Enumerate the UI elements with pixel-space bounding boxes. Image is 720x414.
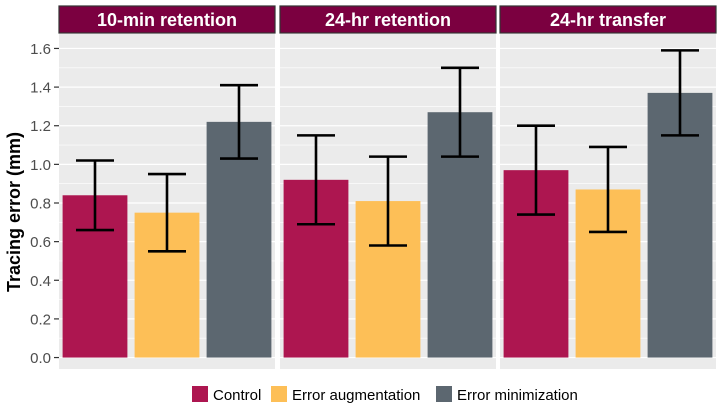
legend-item: Control [192,386,261,404]
error-bar [220,83,258,160]
y-tick-label: 1.2 [30,118,51,135]
error-bar [517,124,555,216]
error-bar [297,134,335,226]
y-tick-label: 0.0 [30,350,51,367]
error-bar [76,159,114,232]
legend-swatch [436,386,452,402]
facet-panel: 24-hr transfer [499,5,717,369]
facet-panel: 10-min retention [58,5,276,369]
error-bar [661,49,699,137]
error-bar [369,155,407,247]
error-bar [441,66,479,158]
y-tick-label: 0.4 [30,273,51,290]
y-tick-label: 0.8 [30,196,51,213]
y-axis: 0.0 0.2 0.4 0.6 0.8 1.0 1.2 1.4 1.6 [30,41,59,367]
facet-strip [279,5,497,34]
y-tick-label: 1.0 [30,157,51,174]
bar [647,92,713,358]
legend-swatch [271,386,287,402]
y-tick-label: 1.6 [30,41,51,58]
legend-item: Error minimization [436,386,578,404]
facet-panel: 24-hr retention [279,5,497,369]
bar [206,121,272,358]
facet-title: 24-hr transfer [550,10,666,30]
facet-title: 10-min retention [97,10,237,30]
legend: Control Error augmentation Error minimizat… [192,386,578,404]
y-axis-title: Tracing error (mm) [4,132,24,292]
y-tick-label: 0.6 [30,234,51,251]
error-bar [589,145,627,234]
facet-strip [58,5,276,34]
facet-panels: 10-min retention 24-hr retention 24-hr tra… [58,5,717,369]
y-tick-label: 0.2 [30,311,51,328]
legend-label: Control [213,387,261,404]
legend-swatch [192,386,208,402]
error-bar [148,172,186,253]
legend-item: Error augmentation [271,386,420,404]
legend-label: Error augmentation [292,387,420,404]
y-tick-label: 1.4 [30,80,51,97]
legend-label: Error minimization [457,387,578,404]
facet-strip [499,5,717,34]
facet-title: 24-hr retention [325,10,451,30]
